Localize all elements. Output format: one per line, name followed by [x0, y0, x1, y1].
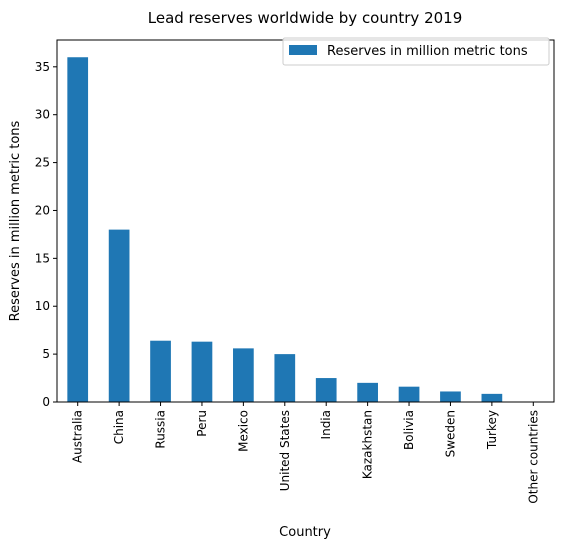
legend: Reserves in million metric tons: [282, 37, 550, 66]
chart-title: Lead reserves worldwide by country 2019: [148, 9, 463, 27]
legend-box: [282, 37, 550, 66]
y-tick-label: 20: [35, 203, 50, 217]
x-tick-label: United States: [278, 410, 292, 491]
bar-bolivia: [398, 386, 420, 402]
bar-sweden: [440, 391, 461, 402]
bar-russia: [150, 340, 171, 402]
y-tick-label: 0: [42, 395, 50, 409]
x-tick-label: India: [319, 410, 333, 439]
bar-turkey: [481, 393, 503, 402]
y-tick-label: 5: [42, 347, 50, 361]
x-tick-label: Kazakhstan: [361, 410, 375, 479]
y-tick-label: 15: [35, 251, 50, 265]
bar-india: [315, 378, 337, 402]
bar-mexico: [233, 348, 254, 402]
bar-united-states: [274, 354, 296, 402]
bar-peru: [191, 341, 213, 402]
x-tick-label: Other countries: [526, 410, 540, 504]
y-tick-label: 10: [35, 299, 50, 313]
y-axis: 0 5 10 15 20 25 30 35: [35, 60, 57, 409]
x-tick-label: Australia: [71, 410, 85, 463]
bars-group: [67, 57, 503, 403]
bar-china: [108, 229, 130, 402]
legend-label: Reserves in million metric tons: [327, 44, 528, 59]
bar-australia: [67, 57, 89, 403]
x-axis-label: Country: [279, 525, 331, 540]
x-tick-label: Bolivia: [402, 410, 416, 450]
y-tick-label: 35: [35, 60, 50, 74]
y-tick-label: 30: [35, 108, 50, 122]
y-tick-label: 25: [35, 156, 50, 170]
plot-frame: [56, 39, 555, 403]
x-tick-label: Peru: [195, 410, 209, 437]
x-tick-label: Russia: [154, 410, 168, 449]
x-tick-label: Sweden: [443, 410, 457, 457]
x-axis: Australia China Russia Peru Mexico United Sta…: [71, 402, 540, 504]
bar-kazakhstan: [357, 382, 378, 402]
legend-swatch: [289, 45, 317, 55]
x-tick-label: Mexico: [236, 410, 250, 452]
x-tick-label: Turkey: [485, 410, 499, 450]
y-axis-label: Reserves in million metric tons: [8, 120, 23, 321]
x-tick-label: China: [112, 410, 126, 444]
